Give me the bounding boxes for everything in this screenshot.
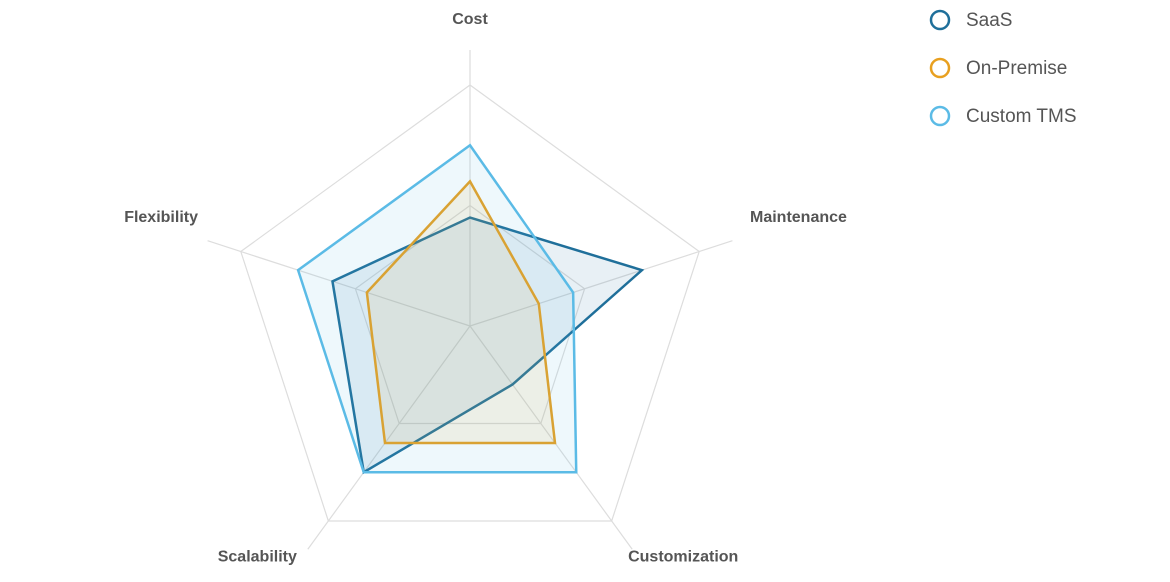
legend-marker [929, 9, 951, 31]
axis-line [207, 240, 471, 327]
legend-marker [929, 57, 951, 79]
legend-label: Custom TMS [966, 106, 1077, 127]
grid-ring [240, 84, 700, 522]
legend-marker [929, 105, 951, 127]
axis-label: Scalability [218, 549, 297, 566]
axis-line [307, 325, 471, 550]
series-area [298, 145, 577, 473]
axis-label: Customization [628, 549, 738, 566]
axis-line [469, 325, 633, 550]
legend-label: SaaS [966, 10, 1012, 31]
axis-label: Flexibility [124, 209, 198, 226]
series-area [366, 181, 555, 443]
series-line [331, 216, 645, 475]
axis-label: Maintenance [750, 209, 847, 226]
axis-line [469, 240, 733, 327]
series-line [296, 143, 578, 474]
grid-ring [354, 204, 586, 425]
legend-label: On-Premise [966, 58, 1067, 79]
axis-label: Cost [452, 11, 488, 28]
series-line [365, 179, 557, 445]
